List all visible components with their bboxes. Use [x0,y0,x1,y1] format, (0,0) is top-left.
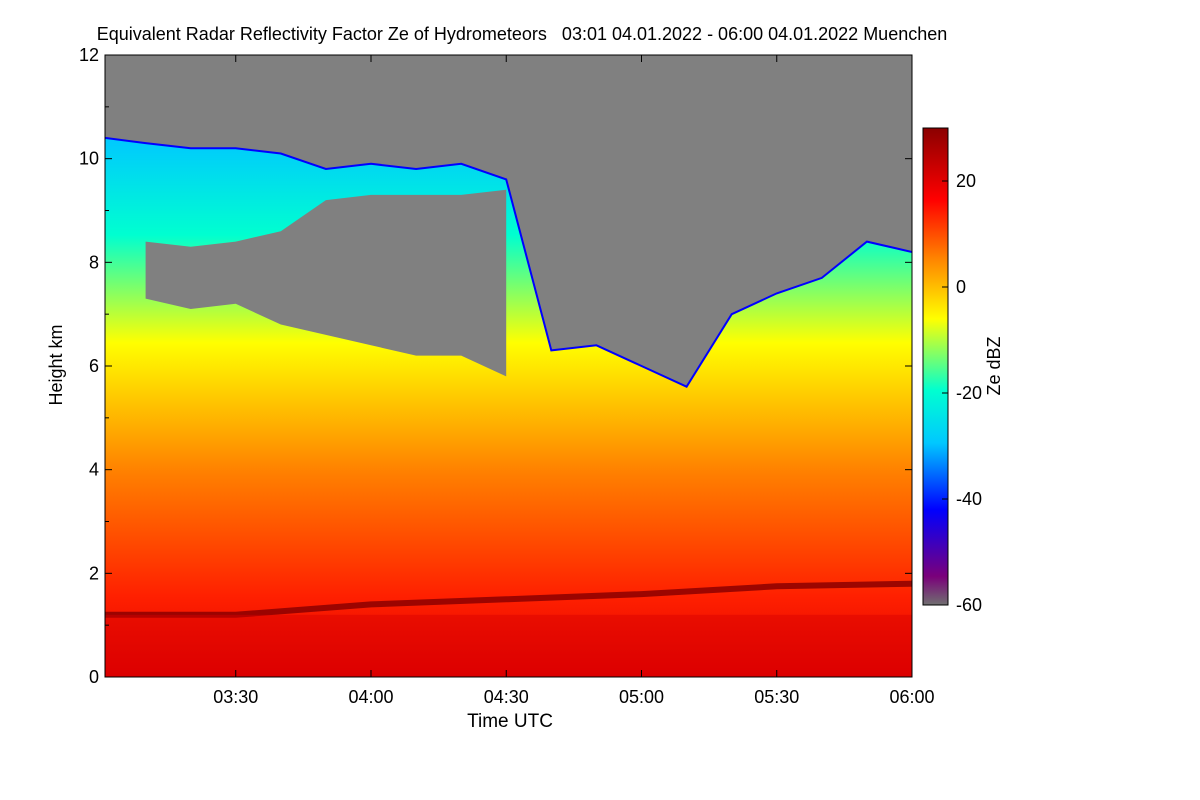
cloud-gap [145,189,507,377]
y-tick-label: 12 [79,45,99,65]
plot-area [105,55,912,677]
x-tick-label: 04:30 [484,687,529,707]
y-axis-label: Height km [46,324,66,405]
cloud-top-edge [105,136,912,388]
x-tick-label: 05:00 [619,687,664,707]
y-tick-label: 8 [89,252,99,272]
colorbar-ticks: -60 -40 -20 0 20 [942,171,982,615]
colorbar-tick-label: -20 [956,383,982,403]
y-tick-label: 0 [89,667,99,687]
x-tick-label: 03:30 [213,687,258,707]
y-tick-label: 10 [79,149,99,169]
x-tick-label: 06:00 [889,687,934,707]
x-tick-label: 04:00 [348,687,393,707]
colorbar: -60 -40 -20 0 20 Ze dBZ [922,127,1004,615]
y-tick-label: 4 [89,460,99,480]
melting-layer [105,580,912,618]
colorbar-tick-label: -40 [956,489,982,509]
chart-title: Equivalent Radar Reflectivity Factor Ze … [97,24,948,44]
y-tick-label: 2 [89,563,99,583]
colorbar-ramp [922,127,949,606]
colorbar-tick-label: 20 [956,171,976,191]
y-tick-label: 6 [89,356,99,376]
colorbar-tick-label: 0 [956,277,966,297]
x-axis: 03:30 04:00 04:30 05:00 05:30 06:00 [213,55,935,707]
x-tick-label: 05:30 [754,687,799,707]
x-axis-label: Time UTC [467,711,553,732]
y-axis: 0 2 4 6 8 10 12 [79,45,912,687]
colorbar-label: Ze dBZ [984,336,1004,395]
colorbar-tick-label: -60 [956,595,982,615]
precip-band [105,614,912,677]
